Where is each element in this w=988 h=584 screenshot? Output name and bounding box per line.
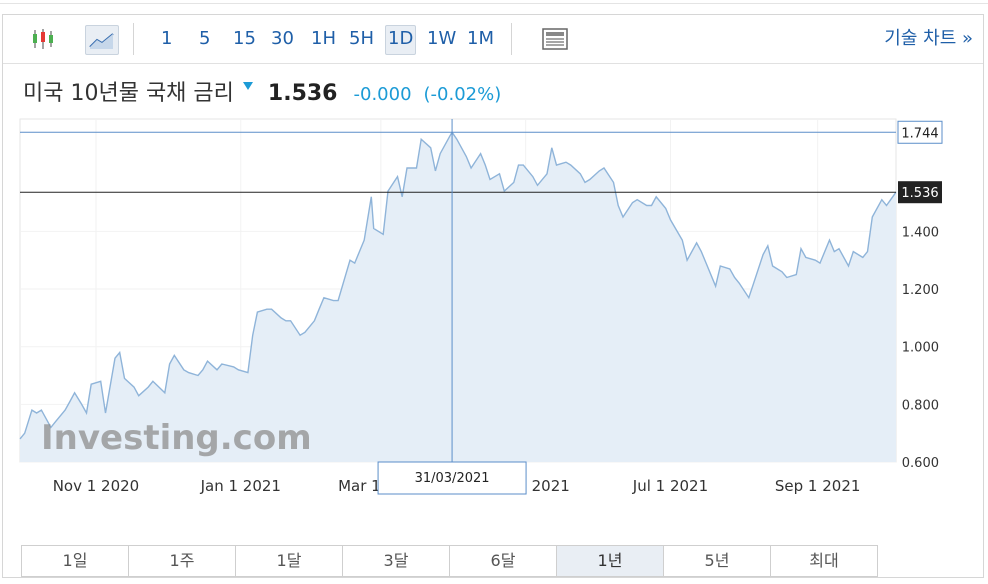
watermark-logo: Investing.com: [41, 418, 312, 458]
range-button[interactable]: 1주: [129, 546, 236, 576]
range-button[interactable]: 5년: [664, 546, 771, 576]
timeframe-1h[interactable]: 1H: [311, 28, 336, 49]
current-price-label-box: [898, 181, 942, 204]
crosshair-date-label: 31/03/2021: [415, 471, 490, 486]
y-tick-label: 1.200: [902, 283, 939, 298]
timeframe-30[interactable]: 30: [271, 28, 294, 49]
technical-chart-link[interactable]: 기술 차트 »: [884, 28, 973, 49]
range-button[interactable]: 1년: [557, 546, 664, 576]
timeframe-15[interactable]: 15: [233, 28, 256, 49]
candlestick-icon[interactable]: [27, 25, 59, 53]
timeframe-1m[interactable]: 1M: [467, 28, 494, 49]
x-tick-label: Nov 1 2020: [53, 477, 140, 495]
range-button[interactable]: 1달: [236, 546, 343, 576]
y-tick-label: 0.800: [902, 398, 939, 413]
series-line: [19, 131, 897, 440]
instrument-header: 미국 10년물 국채 금리 1.536 -0.000 (-0.02%): [23, 75, 501, 109]
range-button[interactable]: 1일: [22, 546, 129, 576]
timeframe-1w[interactable]: 1W: [427, 28, 457, 49]
instrument-change: -0.000: [353, 84, 412, 105]
chart-toolbar: 1 5 15 30 1H 5H 1D 1W 1M 기술 차트 »: [3, 15, 983, 64]
range-selector: 1일 1주 1달 3달 6달 1년 5년 최대: [21, 545, 878, 577]
timeframe-5[interactable]: 5: [199, 28, 211, 49]
down-arrow-icon: [242, 82, 253, 90]
toolbar-divider: [133, 23, 134, 55]
y-tick-label: 1.400: [902, 225, 939, 240]
price-chart[interactable]: Investing.com 1.744 1.536 0.600 0.800 1.000 1.…: [3, 15, 983, 535]
instrument-change-percent: (-0.02%): [423, 84, 502, 105]
current-price-label: 1.536: [901, 186, 938, 201]
line-chart-icon[interactable]: [85, 25, 119, 55]
timeframe-1[interactable]: 1: [161, 28, 173, 49]
timeframe-1d[interactable]: 1D: [385, 25, 417, 55]
range-button[interactable]: 최대: [771, 546, 877, 576]
x-tick-label: Jan 1 2021: [200, 477, 281, 495]
y-tick-label: 0.600: [902, 456, 939, 471]
chart-widget: 1 5 15 30 1H 5H 1D 1W 1M 기술 차트 » 미국 10년물…: [2, 14, 984, 578]
range-button[interactable]: 3달: [343, 546, 450, 576]
high-line-label-box: [897, 120, 943, 144]
range-button[interactable]: 6달: [450, 546, 557, 576]
instrument-name: 미국 10년물 국채 금리: [23, 81, 234, 106]
high-line-label: 1.744: [901, 126, 938, 141]
x-tick-label: Sep 1 2021: [775, 477, 861, 495]
x-tick-label: Jul 1 2021: [632, 477, 708, 495]
toolbar-divider: [511, 23, 512, 55]
top-border: [0, 0, 988, 4]
y-tick-label: 1.000: [902, 341, 939, 356]
series-area: [20, 132, 896, 463]
crosshair-date-box: [377, 461, 527, 495]
instrument-price: 1.536: [267, 81, 338, 106]
news-overlay-icon[interactable]: [539, 25, 571, 53]
timeframe-5h[interactable]: 5H: [349, 28, 374, 49]
